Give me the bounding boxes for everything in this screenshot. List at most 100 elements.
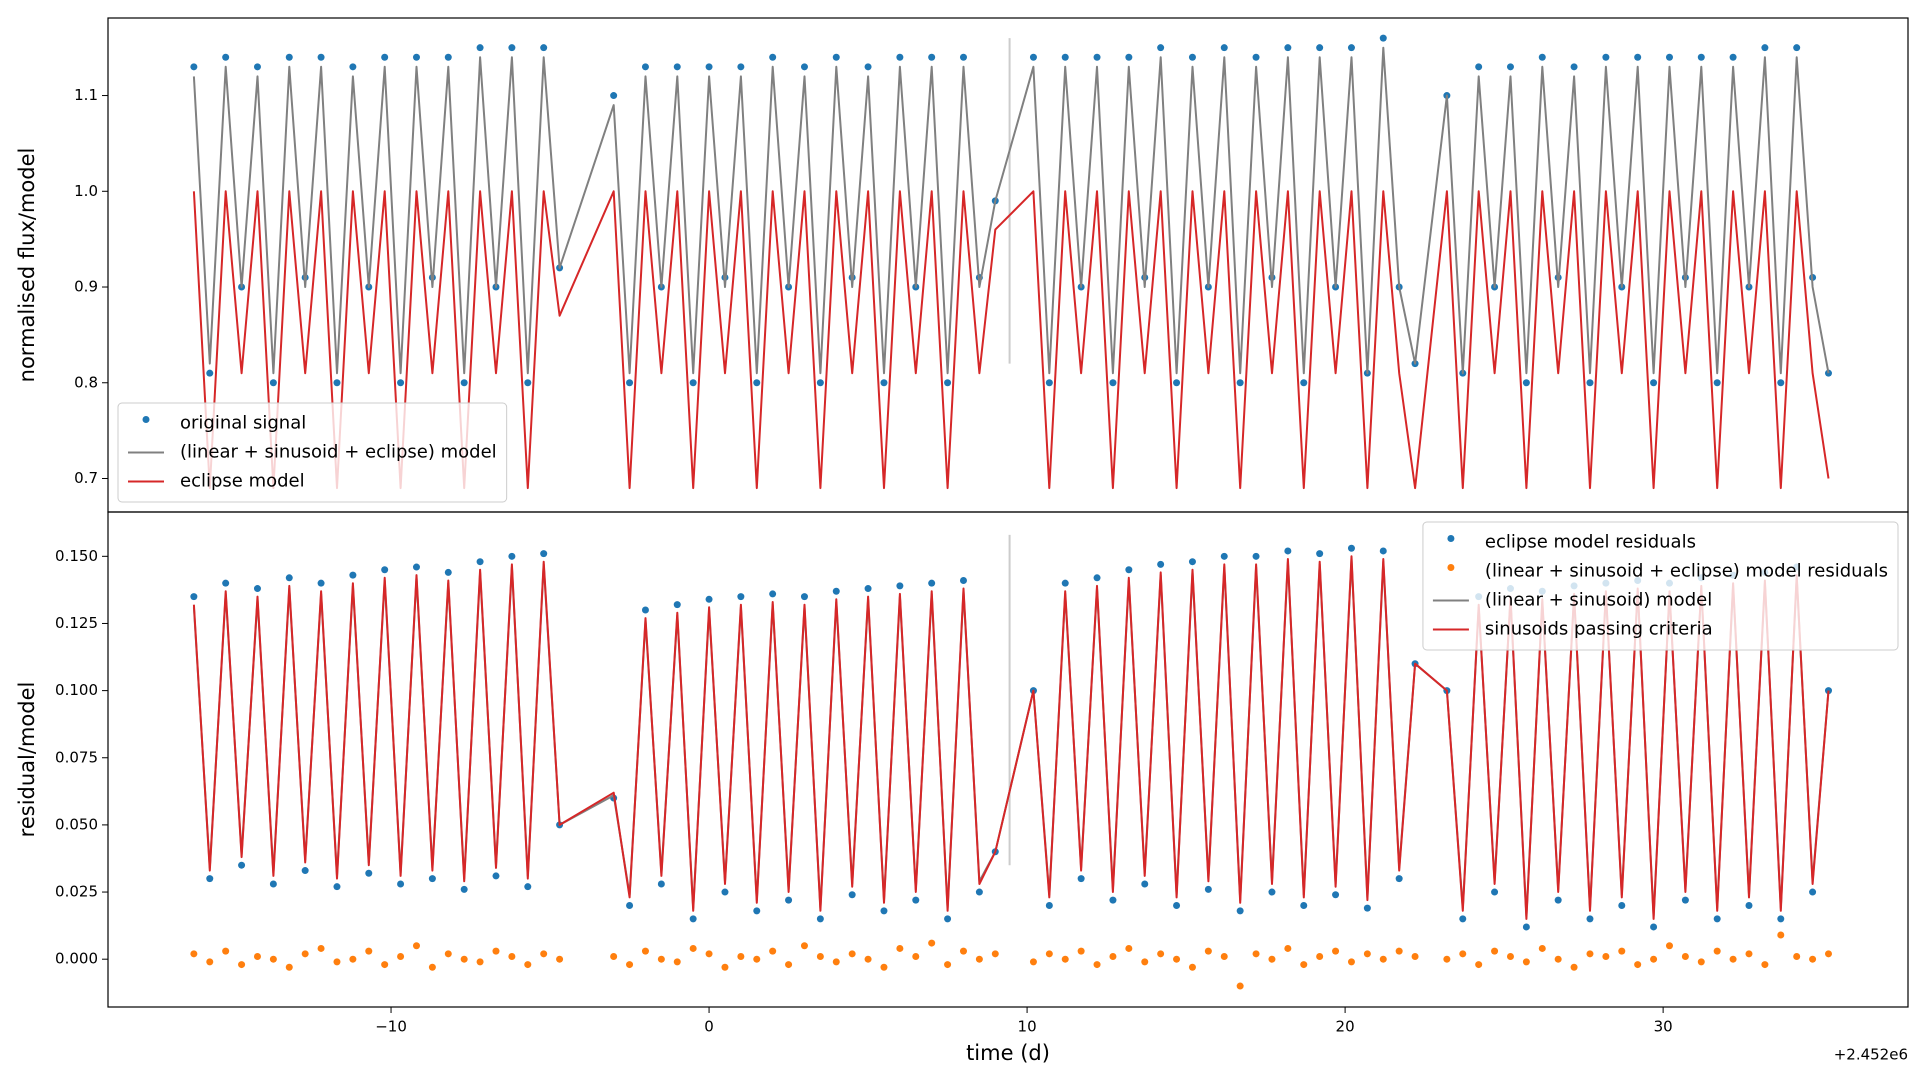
data-point: [365, 869, 373, 877]
data-point: [769, 590, 777, 598]
data-point: [1252, 53, 1260, 61]
legend-label: (linear + sinusoid + eclipse) model resi…: [1485, 561, 1888, 582]
data-point: [928, 939, 936, 947]
legend-label: (linear + sinusoid + eclipse) model: [180, 442, 497, 463]
data-point: [1793, 953, 1801, 961]
data-point: [1777, 931, 1785, 939]
data-point: [848, 891, 856, 899]
data-point: [333, 958, 341, 966]
data-point: [1093, 53, 1101, 61]
data-point: [1522, 923, 1530, 931]
data-point: [1570, 63, 1578, 71]
data-point: [1141, 958, 1149, 966]
data-point: [769, 947, 777, 955]
data-point: [959, 947, 967, 955]
data-point: [610, 92, 618, 100]
data-point: [1634, 961, 1642, 969]
data-point: [1173, 955, 1181, 963]
data-point: [412, 53, 420, 61]
data-point: [381, 53, 389, 61]
scatter-series: [190, 931, 1832, 990]
data-point: [1268, 955, 1276, 963]
data-point: [1650, 923, 1658, 931]
data-point: [428, 875, 436, 883]
data-point: [238, 861, 246, 869]
data-point: [1347, 544, 1355, 552]
data-point: [1491, 888, 1499, 896]
data-point: [816, 953, 824, 961]
data-point: [657, 955, 665, 963]
data-point: [349, 955, 357, 963]
data-point: [1379, 34, 1387, 42]
data-point: [460, 885, 468, 893]
data-point: [1777, 915, 1785, 923]
data-point: [190, 63, 198, 71]
data-point: [1188, 963, 1196, 971]
data-point: [641, 606, 649, 614]
data-point: [1602, 53, 1610, 61]
data-point: [1745, 901, 1753, 909]
data-point: [1284, 944, 1292, 952]
data-point: [253, 953, 261, 961]
data-point: [1697, 958, 1705, 966]
data-point: [1475, 63, 1483, 71]
data-point: [349, 571, 357, 579]
data-point: [1141, 880, 1149, 888]
data-point: [206, 958, 214, 966]
data-point: [1538, 53, 1546, 61]
data-point: [524, 961, 532, 969]
data-point: [238, 961, 246, 969]
data-point: [1586, 915, 1594, 923]
data-point: [721, 888, 729, 896]
data-point: [1316, 550, 1324, 558]
data-point: [1109, 896, 1117, 904]
data-point: [1809, 888, 1817, 896]
data-point: [1506, 953, 1514, 961]
data-point: [1300, 901, 1308, 909]
data-point: [1077, 947, 1085, 955]
data-point: [1204, 947, 1212, 955]
legend: original signal (linear + sinusoid + ecli…: [117, 402, 508, 503]
data-point: [1045, 950, 1053, 958]
data-point: [1045, 379, 1053, 387]
data-point: [476, 44, 484, 52]
data-point: [673, 601, 681, 609]
data-point: [1236, 379, 1244, 387]
data-point: [928, 53, 936, 61]
data-point: [253, 585, 261, 593]
data-point: [1252, 950, 1260, 958]
data-point: [1522, 958, 1530, 966]
data-point: [476, 958, 484, 966]
data-point: [301, 950, 309, 958]
data-point: [1554, 896, 1562, 904]
data-point: [1745, 950, 1753, 958]
data-point: [1363, 904, 1371, 912]
data-point: [1363, 950, 1371, 958]
data-point: [1157, 44, 1165, 52]
y-tick-label: 0.9: [74, 278, 98, 296]
legend-box: [117, 402, 508, 503]
data-point: [1157, 950, 1165, 958]
data-point: [912, 953, 920, 961]
data-point: [610, 953, 618, 961]
legend-label: eclipse model: [180, 471, 305, 492]
data-point: [1125, 944, 1133, 952]
data-point: [880, 963, 888, 971]
data-point: [1109, 953, 1117, 961]
data-point: [880, 379, 888, 387]
data-point: [1713, 947, 1721, 955]
legend-label: (linear + sinusoid) model: [1485, 590, 1712, 611]
data-point: [444, 950, 452, 958]
legend-marker: [142, 416, 150, 423]
data-point: [1713, 915, 1721, 923]
y-tick-label: 0.075: [55, 748, 98, 766]
data-point: [492, 947, 500, 955]
y-tick-label: 0.7: [74, 469, 98, 487]
data-point: [1395, 875, 1403, 883]
plot-area: [190, 34, 1832, 490]
data-point: [1809, 955, 1817, 963]
data-point: [1125, 566, 1133, 574]
data-point: [269, 955, 277, 963]
data-point: [705, 595, 713, 603]
data-point: [206, 369, 214, 377]
